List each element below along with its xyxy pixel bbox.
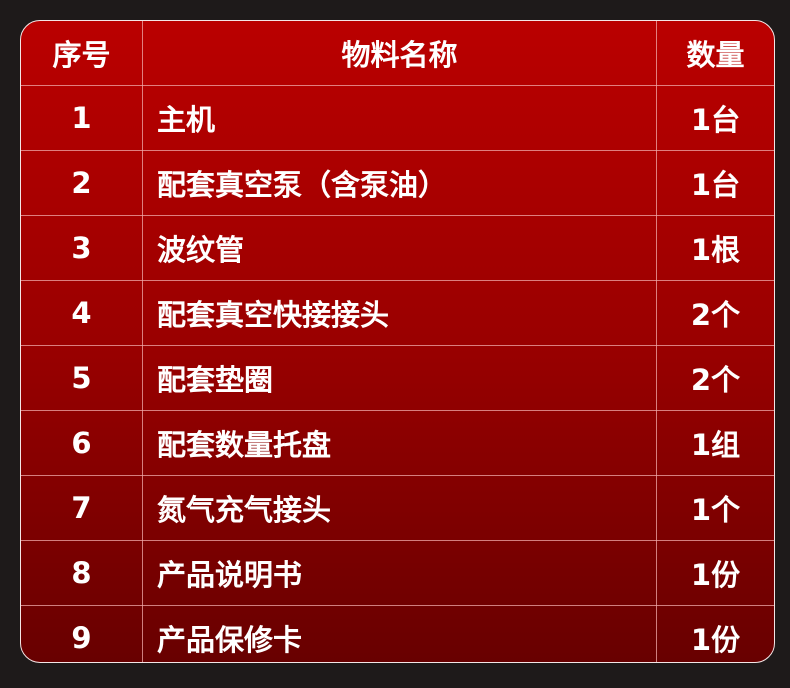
packing-list-table: 序号 物料名称 数量 1 主机 1台 2 配套真空泵（含泵油） 1台 3 波纹管 1根 4 配套真空… — [20, 20, 775, 663]
row-name: 主机 — [142, 85, 657, 151]
row-index: 9 — [21, 605, 143, 662]
table-header: 序号 物料名称 数量 — [21, 21, 774, 86]
row-index: 5 — [21, 345, 143, 411]
row-name: 配套真空快接接头 — [142, 280, 657, 346]
row-qty: 1份 — [656, 540, 774, 606]
row-name: 产品保修卡 — [142, 605, 657, 662]
header-qty: 数量 — [656, 21, 774, 86]
row-index: 3 — [21, 215, 143, 281]
row-qty: 1台 — [656, 150, 774, 216]
row-name: 产品说明书 — [142, 540, 657, 606]
table-row: 3 波纹管 1根 — [21, 215, 774, 281]
row-qty: 1组 — [656, 410, 774, 476]
row-qty: 1根 — [656, 215, 774, 281]
row-index: 4 — [21, 280, 143, 346]
table-row: 6 配套数量托盘 1组 — [21, 410, 774, 476]
row-qty: 2个 — [656, 345, 774, 411]
row-index: 1 — [21, 85, 143, 151]
row-index: 2 — [21, 150, 143, 216]
row-index: 8 — [21, 540, 143, 606]
row-qty: 1个 — [656, 475, 774, 541]
table-row: 8 产品说明书 1份 — [21, 540, 774, 606]
row-name: 配套垫圈 — [142, 345, 657, 411]
row-qty: 1份 — [656, 605, 774, 662]
table-row: 4 配套真空快接接头 2个 — [21, 280, 774, 346]
row-index: 7 — [21, 475, 143, 541]
row-name: 波纹管 — [142, 215, 657, 281]
row-name: 氮气充气接头 — [142, 475, 657, 541]
header-name: 物料名称 — [142, 21, 657, 86]
table-row: 9 产品保修卡 1份 — [21, 605, 774, 662]
row-index: 6 — [21, 410, 143, 476]
row-qty: 1台 — [656, 85, 774, 151]
table-row: 2 配套真空泵（含泵油） 1台 — [21, 150, 774, 216]
table-row: 7 氮气充气接头 1个 — [21, 475, 774, 541]
table-row: 1 主机 1台 — [21, 85, 774, 151]
table-row: 5 配套垫圈 2个 — [21, 345, 774, 411]
row-name: 配套真空泵（含泵油） — [142, 150, 657, 216]
row-qty: 2个 — [656, 280, 774, 346]
header-index: 序号 — [21, 21, 143, 86]
row-name: 配套数量托盘 — [142, 410, 657, 476]
